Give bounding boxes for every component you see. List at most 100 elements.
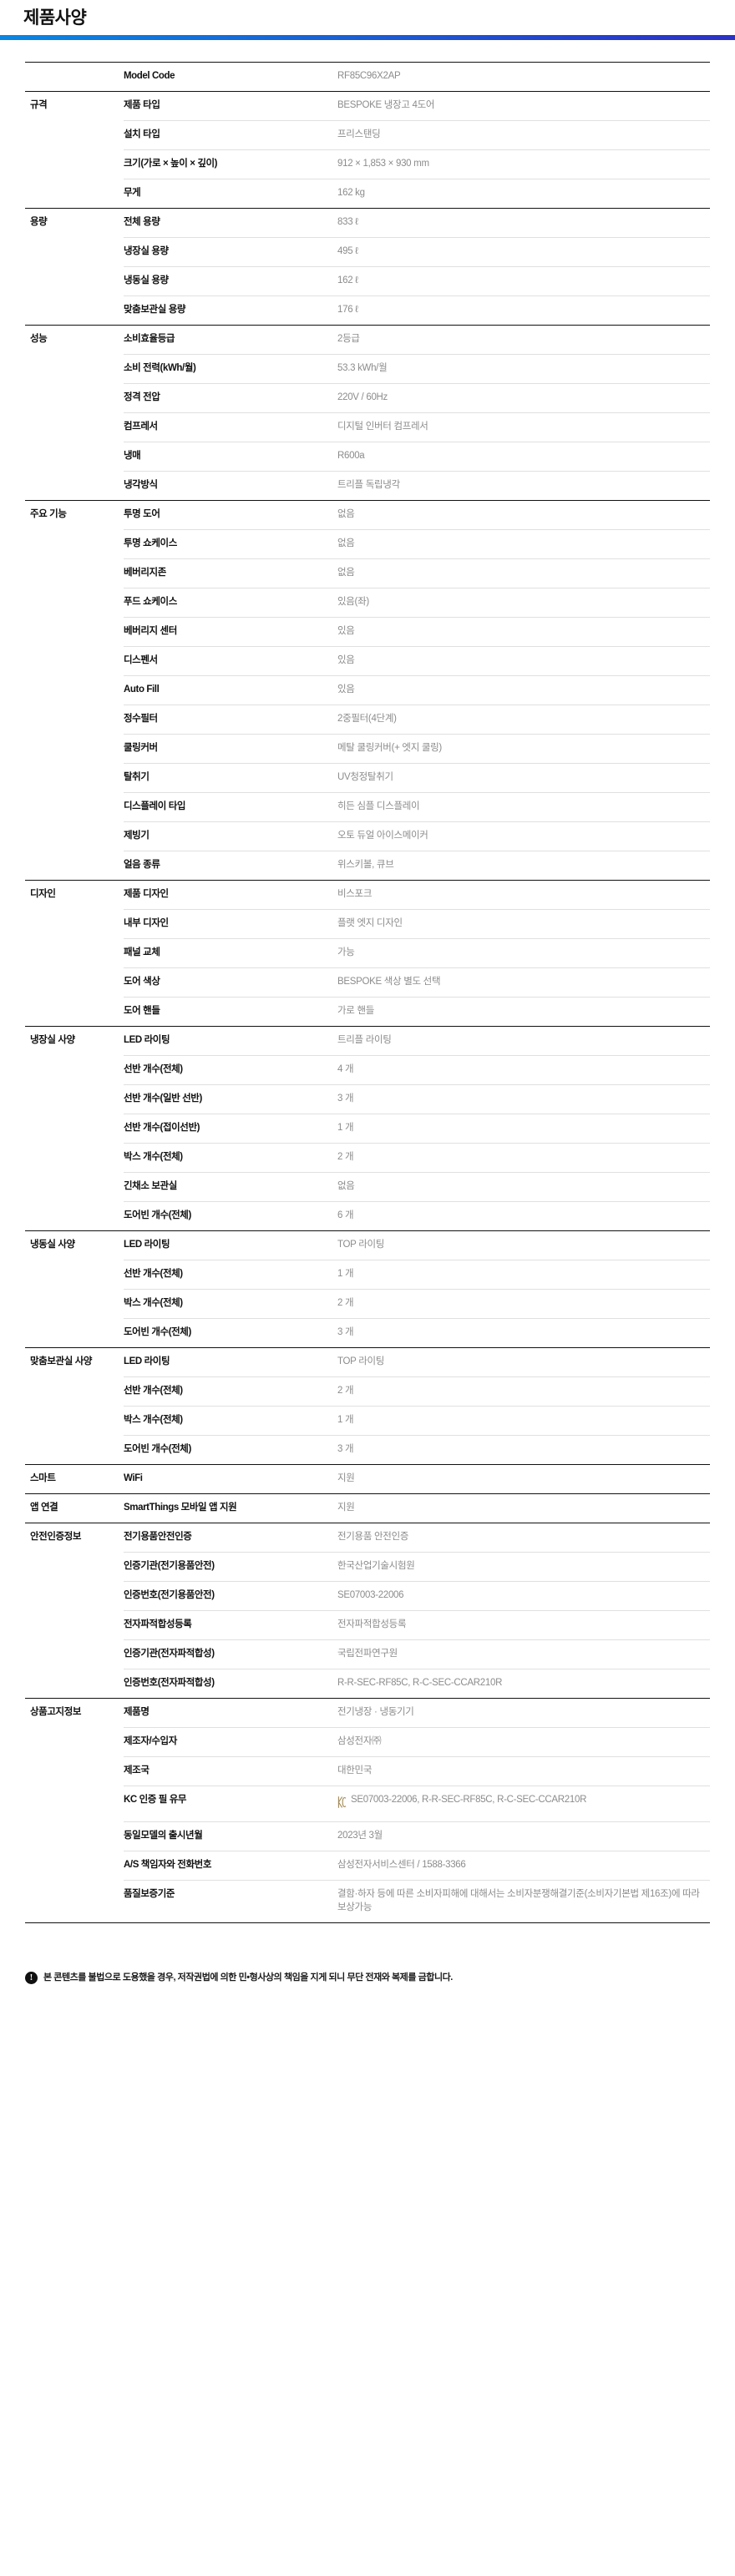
spec-key-cell: 쿨링커버	[124, 734, 337, 764]
spec-value-text: 트리플 독립냉각	[337, 480, 400, 491]
spec-value-cell: 있음	[337, 617, 710, 647]
spec-key-cell: 냉각방식	[124, 471, 337, 501]
spec-value-text: 912 × 1,853 × 930 mm	[337, 159, 429, 169]
spec-value-cell: 트리플 독립냉각	[337, 471, 710, 501]
table-row: 제빙기 오토 듀얼 아이스메이커	[25, 821, 710, 851]
spec-category-label: 성능	[30, 334, 48, 345]
spec-value-cell: 2 개	[337, 1289, 710, 1319]
spec-value-cell: SE07003-22006	[337, 1581, 710, 1611]
spec-value-text: 162 ℓ	[337, 275, 358, 286]
spec-value-cell: 없음	[337, 558, 710, 588]
table-row: 인증번호(전자파적합성) R-R-SEC-RF85C, R-C-SEC-CCAR2…	[25, 1669, 710, 1699]
spec-key-label: 투명 도어	[124, 509, 160, 520]
spec-value-cell: 한국산업기술시험원	[337, 1552, 710, 1582]
spec-key-cell: 도어 색상	[124, 967, 337, 998]
spec-key-label: 선반 개수(전체)	[124, 1064, 183, 1075]
spec-key-label: 인증번호(전기용품안전)	[124, 1590, 215, 1601]
table-bottom-rule	[25, 1922, 710, 1923]
table-row: 전자파적합성등록 전자파적합성등록	[25, 1610, 710, 1640]
spec-key-label: 제조자/수입자	[124, 1736, 177, 1747]
spec-category-label: 주요 기능	[30, 509, 67, 520]
spec-value-cell: 162 ℓ	[337, 266, 710, 296]
table-row: 품질보증기준 결함·하자 등에 따른 소비자피해에 대해서는 소비자분쟁해결기준(…	[25, 1879, 710, 1923]
spec-key-label: 냉각방식	[124, 480, 158, 491]
spec-category-label: 냉동실 사양	[30, 1240, 75, 1250]
spec-key-label: 패널 교체	[124, 947, 160, 958]
spec-value-text: 있음(좌)	[337, 597, 369, 608]
table-row: 도어빈 개수(전체) 3 개	[25, 1435, 710, 1465]
table-row: 안전인증정보 전기용품안전인증 전기용품 안전인증	[25, 1523, 710, 1699]
table-row: 박스 개수(전체) 2 개	[25, 1143, 710, 1173]
table-row: 냉동실 용량 162 ℓ	[25, 266, 710, 296]
spec-key-label: 인증기관(전자파적합성)	[124, 1649, 215, 1659]
spec-key-label: 무게	[124, 188, 141, 199]
spec-key-label: 베버리지 센터	[124, 626, 177, 637]
table-row: 용량 전체 용량 833 ℓ	[25, 208, 710, 326]
spec-value-cell: 히든 심플 디스플레이	[337, 792, 710, 822]
table-row: 긴채소 보관실 없음	[25, 1172, 710, 1202]
spec-key-cell: 투명 도어	[124, 500, 337, 530]
spec-value-cell: 2중필터(4단계)	[337, 705, 710, 735]
spec-key-label: LED 라이팅	[124, 1356, 170, 1367]
table-row: 인증번호(전기용품안전) SE07003-22006	[25, 1581, 710, 1611]
spec-value-text: 220V / 60Hz	[337, 392, 388, 403]
spec-key-label: 베버리지존	[124, 568, 166, 578]
spec-value-cell: 220V / 60Hz	[337, 383, 710, 413]
spec-key-cell: 패널 교체	[124, 938, 337, 968]
spec-key-cell: 도어빈 개수(전체)	[124, 1435, 337, 1465]
spec-table-container: Model Code RF85C96X2AP 규격 제품 타입 BESPOKE 냉장고 …	[25, 62, 710, 1923]
spec-value-cell: R-R-SEC-RF85C, R-C-SEC-CCAR210R	[337, 1669, 710, 1699]
table-row: 박스 개수(전체) 1 개	[25, 1406, 710, 1436]
spec-key-cell: A/S 책임자와 전화번호	[124, 1850, 337, 1881]
spec-key-cell: 동일모델의 출시년월	[124, 1821, 337, 1851]
spec-value-text: 53.3 kWh/월	[337, 363, 388, 374]
spec-key-cell: 박스 개수(전체)	[124, 1289, 337, 1319]
spec-key-label: 인증번호(전자파적합성)	[124, 1678, 215, 1689]
spec-key-cell: LED 라이팅	[124, 1347, 337, 1377]
spec-value-cell: 1 개	[337, 1260, 710, 1290]
spec-key-cell: 탈취기	[124, 763, 337, 793]
spec-key-label: 소비 전력(kWh/월)	[124, 363, 196, 374]
spec-key-cell: 얼음 종류	[124, 851, 337, 881]
spec-value-cell: 비스포크	[337, 880, 710, 910]
page-title: 제품사양	[23, 8, 87, 28]
table-row: 베버리지존 없음	[25, 558, 710, 588]
spec-key-label: 내부 디자인	[124, 918, 169, 929]
spec-value-text: 2 개	[337, 1386, 354, 1397]
spec-category-label: 용량	[30, 217, 48, 228]
spec-key-label: 제품명	[124, 1707, 150, 1718]
spec-value-cell: 176 ℓ	[337, 295, 710, 326]
table-row: 제조자/수입자 삼성전자㈜	[25, 1727, 710, 1757]
spec-key-cell: 냉장실 용량	[124, 237, 337, 267]
spec-value-cell: TOP 라이팅	[337, 1230, 710, 1260]
spec-value-cell: 495 ℓ	[337, 237, 710, 267]
spec-value-cell: 지원	[337, 1464, 710, 1494]
spec-value-cell: 있음	[337, 646, 710, 676]
spec-value-cell: 없음	[337, 1172, 710, 1202]
spec-category-cell: 상품고지정보	[25, 1698, 124, 1923]
spec-key-cell: 선반 개수(전체)	[124, 1260, 337, 1290]
spec-value-cell: 전기냉장 · 냉동기기	[337, 1698, 710, 1728]
spec-category-cell: 디자인	[25, 880, 124, 1027]
table-row: 상품고지정보 제품명 전기냉장 · 냉동기기	[25, 1698, 710, 1923]
spec-key-label: 설치 타입	[124, 129, 160, 140]
spec-key-cell: 전기용품안전인증	[124, 1523, 337, 1553]
spec-key-label: 선반 개수(일반 선반)	[124, 1094, 202, 1104]
spec-value-text: TOP 라이팅	[337, 1356, 385, 1367]
table-row: 도어빈 개수(전체) 6 개	[25, 1201, 710, 1231]
spec-key-cell: Auto Fill	[124, 675, 337, 705]
spec-key-label: 크기(가로 × 높이 × 깊이)	[124, 159, 218, 169]
table-row: 푸드 쇼케이스 있음(좌)	[25, 588, 710, 618]
spec-key-label: 냉매	[124, 451, 141, 462]
spec-value-text: 결함·하자 등에 따른 소비자피해에 대해서는 소비자분쟁해결기준(소비자기본법…	[337, 1888, 700, 1912]
spec-value-cell: TOP 라이팅	[337, 1347, 710, 1377]
spec-value-cell: 삼성전자서비스센터 / 1588-3366	[337, 1850, 710, 1881]
spec-value-text: BESPOKE 색상 별도 선택	[337, 977, 441, 987]
spec-category-cell: 성능	[25, 325, 124, 501]
spec-key-label: 선반 개수(전체)	[124, 1269, 183, 1280]
spec-value-text: 176 ℓ	[337, 305, 358, 316]
spec-value-cell: 2023년 3월	[337, 1821, 710, 1851]
spec-table: Model Code RF85C96X2AP 규격 제품 타입 BESPOKE 냉장고 …	[25, 62, 710, 1923]
spec-key-cell: WiFi	[124, 1464, 337, 1494]
